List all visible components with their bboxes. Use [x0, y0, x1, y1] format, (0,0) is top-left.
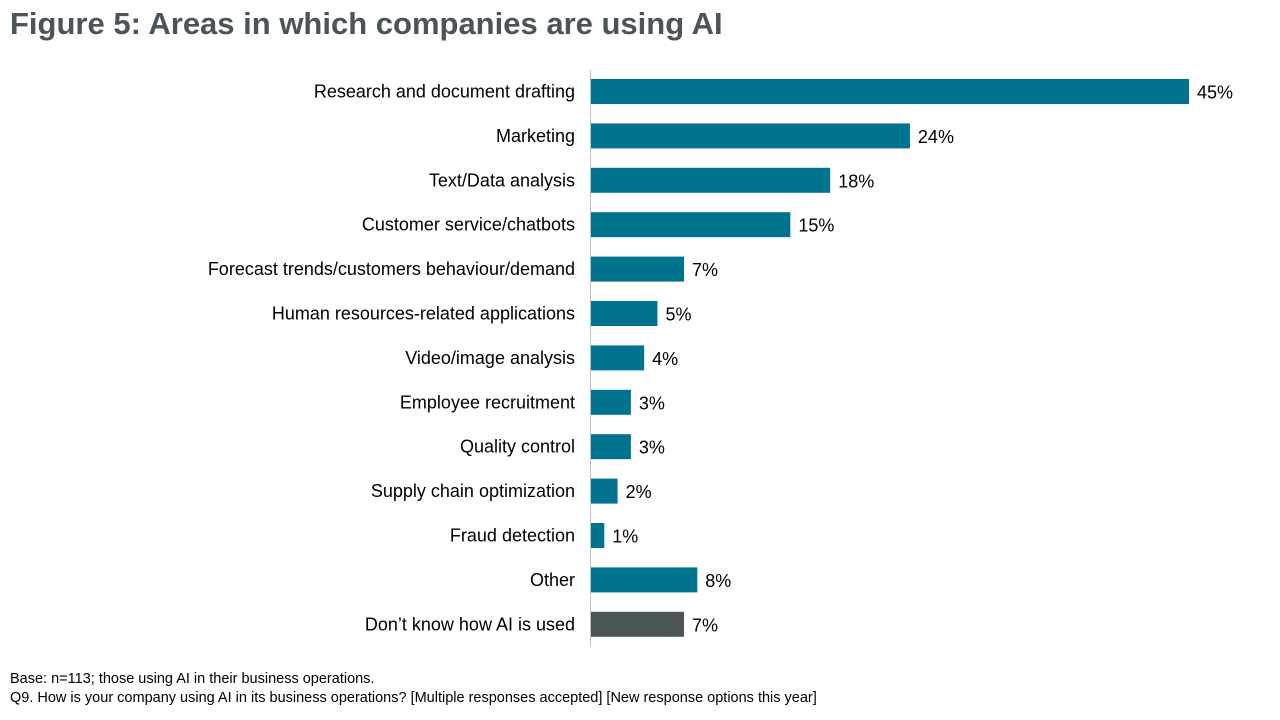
data-label: 4%	[652, 349, 678, 369]
data-label: 7%	[692, 260, 718, 280]
bar	[591, 301, 658, 326]
bar-chart: Research and document drafting Marketing T…	[208, 70, 1233, 647]
category-label: Marketing	[496, 126, 575, 146]
category-label: Customer service/chatbots	[362, 215, 575, 235]
category-label: Other	[530, 570, 575, 590]
bar	[591, 123, 910, 149]
bar	[591, 523, 605, 548]
data-labels-layer: 45% 24% 18% 15% 7% 5% 4% 3% 3% 2% 1% 8% 7%	[612, 83, 1233, 636]
bar	[591, 79, 1189, 104]
data-label: 3%	[639, 393, 665, 413]
category-labels-layer: Research and document drafting Marketing T…	[208, 82, 575, 635]
category-label: Don’t know how AI is used	[365, 614, 575, 634]
category-label: Video/image analysis	[405, 348, 575, 368]
data-label: 1%	[612, 527, 638, 547]
base-footnote: Base: n=113; those using AI in their bus…	[10, 671, 375, 687]
bar	[591, 212, 791, 238]
bars-layer	[591, 79, 1189, 637]
category-label: Research and document drafting	[314, 82, 575, 102]
data-label: 8%	[705, 571, 731, 591]
data-label: 3%	[639, 438, 665, 458]
category-label: Text/Data analysis	[429, 170, 575, 190]
data-label: 7%	[692, 615, 718, 635]
data-label: 45%	[1197, 83, 1233, 103]
data-label: 5%	[665, 305, 691, 325]
category-label: Supply chain optimization	[371, 481, 575, 501]
bar	[591, 478, 618, 504]
category-label: Employee recruitment	[400, 392, 575, 412]
bar	[591, 567, 698, 593]
chart-title: Figure 5: Areas in which companies are u…	[10, 6, 723, 41]
bar	[591, 611, 685, 637]
data-label: 18%	[838, 171, 874, 191]
category-label: Fraud detection	[450, 526, 575, 546]
data-label: 15%	[798, 216, 834, 236]
bar	[591, 434, 631, 460]
data-label: 2%	[626, 482, 652, 502]
data-label: 24%	[918, 127, 954, 147]
category-label: Quality control	[460, 437, 575, 457]
category-label: Human resources-related applications	[272, 304, 575, 324]
bar	[591, 345, 645, 371]
bar	[591, 389, 631, 415]
bar	[591, 167, 831, 193]
question-footnote: Q9. How is your company using AI in its …	[10, 690, 817, 706]
category-label: Forecast trends/customers behaviour/dema…	[208, 259, 575, 279]
bar	[591, 256, 685, 282]
